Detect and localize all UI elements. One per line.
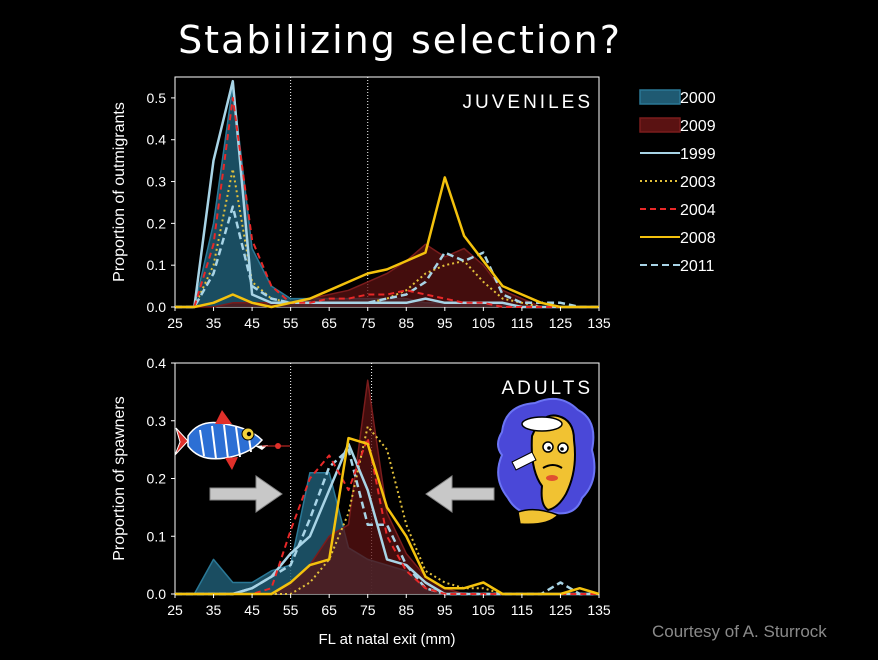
series-line-2009 [175, 243, 599, 308]
x-tick-label: 85 [398, 315, 414, 331]
series-area-2009 [175, 380, 599, 594]
legend-label-2009: 2009 [680, 118, 716, 135]
juveniles-chart: 25 35 45 55 65 75 85 95 105 115 125 135 0.0 0.1 0.2 0.3… [111, 76, 611, 331]
legend-swatch-2000 [639, 89, 681, 105]
x-tick-label: 35 [206, 602, 222, 618]
x-tick-label: 135 [587, 315, 611, 331]
y-tick-label: 0.1 [147, 528, 167, 544]
x-tick-label: 25 [167, 315, 183, 331]
x-tick-label: 105 [472, 602, 496, 618]
x-tick-label: 65 [321, 602, 337, 618]
y-tick-label: 0.1 [147, 257, 167, 273]
x-tick-label: 35 [206, 315, 222, 331]
x-tick-label: 55 [283, 602, 299, 618]
x-tick-label: 95 [437, 602, 453, 618]
legend-label-2008: 2008 [680, 230, 716, 247]
legend-label-1999: 1999 [680, 146, 716, 163]
legend-label-2000: 2000 [680, 90, 716, 107]
series-area-2000 [175, 85, 599, 308]
series-line-2008 [175, 176, 599, 309]
left-arrow [425, 475, 495, 513]
y-tick-label: 0.4 [147, 132, 167, 148]
y-tick-label: 0.0 [147, 299, 167, 315]
x-tick-label: 45 [244, 315, 260, 331]
panel-label: ADULTS [501, 378, 593, 399]
x-tick-label: 55 [283, 315, 299, 331]
right-arrow [209, 475, 283, 513]
legend-swatch-2009 [639, 117, 681, 133]
legend-label-2003: 2003 [680, 174, 716, 191]
legend-label-2011: 2011 [680, 258, 715, 275]
series-line-2008 [175, 436, 600, 596]
y-tick-label: 0.3 [147, 174, 167, 190]
panel-label: JUVENILES [463, 92, 593, 113]
x-tick-label: 45 [244, 602, 260, 618]
series-area-2009 [175, 244, 599, 307]
y-tick-label: 0.2 [147, 215, 167, 231]
slide-title: Stabilizing selection? [178, 18, 622, 62]
y-tick-label: 0.0 [147, 586, 167, 602]
y-tick-label: 0.5 [147, 90, 167, 106]
x-tick-label: 125 [549, 602, 573, 618]
legend: 2000 2009 1999 2003 2004 2008 2011 [639, 89, 716, 275]
y-tick-label: 0.2 [147, 471, 167, 487]
y-axis-label: Proportion of spawners [111, 396, 128, 561]
credit-text: Courtesy of A. Sturrock [652, 622, 827, 641]
x-tick-label: 85 [398, 602, 414, 618]
x-tick-label: 95 [437, 315, 453, 331]
x-tick-label: 25 [167, 602, 183, 618]
x-tick-label: 125 [549, 315, 573, 331]
x-tick-label: 115 [511, 315, 534, 331]
legend-label-2004: 2004 [680, 202, 716, 219]
fish-illustration [174, 410, 290, 470]
series-line-2004 [175, 96, 599, 308]
x-tick-label: 75 [360, 602, 376, 618]
x-tick-label: 135 [587, 602, 611, 618]
y-tick-label: 0.3 [147, 413, 167, 429]
x-axis-label: FL at natal exit (mm) [319, 631, 456, 648]
x-tick-label: 105 [472, 315, 496, 331]
y-tick-label: 0.4 [147, 355, 167, 371]
sick-fish-illustration [497, 397, 596, 526]
x-tick-label: 65 [321, 315, 337, 331]
adults-chart: 25 35 45 55 65 75 85 95 105 115 125 135 0.0 0.1 0.2 0.3… [111, 355, 611, 648]
series-line-2011 [175, 205, 599, 309]
x-tick-label: 115 [511, 602, 534, 618]
y-axis-label: Proportion of outmigrants [111, 102, 128, 282]
x-tick-label: 75 [360, 315, 376, 331]
